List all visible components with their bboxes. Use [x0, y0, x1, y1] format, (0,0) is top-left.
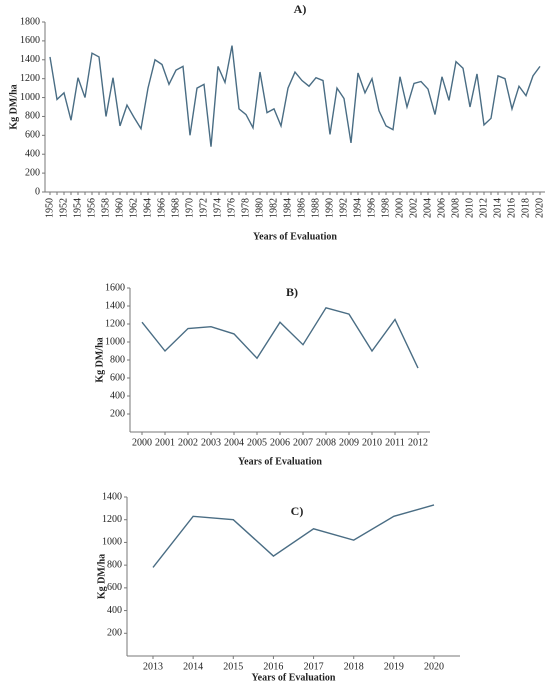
x-tick-label: 1982 — [268, 198, 279, 218]
x-tick-label: 1976 — [226, 198, 237, 218]
x-tick-label: 2018 — [520, 198, 531, 218]
x-tick-label: 2014 — [183, 661, 203, 672]
x-tick-label: 2005 — [247, 437, 267, 448]
x-tick-label: 2000 — [394, 198, 405, 218]
chart-title: C) — [291, 504, 304, 518]
y-tick-label: 1200 — [20, 73, 40, 84]
x-tick-label: 2007 — [293, 437, 313, 448]
x-tick-label: 1986 — [296, 198, 307, 218]
x-tick-label: 1952 — [58, 198, 69, 218]
y-tick-label: 200 — [25, 167, 40, 178]
x-tick-label: 1970 — [184, 198, 195, 218]
x-tick-label: 2004 — [422, 198, 433, 218]
x-tick-label: 1958 — [100, 198, 111, 218]
x-tick-label: 2002 — [408, 198, 419, 218]
y-tick-label: 1200 — [105, 318, 125, 329]
x-tick-label: 1974 — [212, 198, 223, 218]
data-line — [152, 504, 435, 568]
x-tick-label: 2008 — [316, 437, 336, 448]
x-tick-label: 2010 — [362, 437, 382, 448]
y-tick-label: 200 — [110, 408, 125, 419]
x-tick-label: 2002 — [178, 437, 198, 448]
data-line — [141, 306, 419, 369]
x-tick-label: 2006 — [270, 437, 290, 448]
x-tick-label: 2006 — [436, 198, 447, 218]
chart-title: A) — [294, 2, 307, 16]
x-tick-label: 1956 — [86, 198, 97, 218]
x-axis-label: Years of Evaluation — [238, 456, 322, 467]
x-tick-label: 1966 — [156, 198, 167, 218]
x-tick-label: 1954 — [72, 198, 83, 218]
y-tick-label: 800 — [110, 354, 125, 365]
y-tick-label: 1400 — [105, 300, 125, 311]
x-tick-label: 2017 — [304, 661, 324, 672]
x-tick-label: 2016 — [263, 661, 283, 672]
data-line — [49, 45, 541, 147]
chart-title: B) — [286, 285, 298, 299]
x-axis-label: Years of Evaluation — [252, 672, 336, 683]
x-tick-label: 2013 — [143, 661, 163, 672]
y-tick-label: 1200 — [102, 514, 122, 525]
x-tick-label: 1996 — [366, 198, 377, 218]
x-tick-label: 2009 — [339, 437, 359, 448]
x-tick-label: 2016 — [506, 198, 517, 218]
y-tick-label: 800 — [25, 111, 40, 122]
y-tick-label: 600 — [25, 130, 40, 141]
x-axis-label: Years of Evaluation — [253, 231, 337, 242]
x-tick-label: 2010 — [464, 198, 475, 218]
y-tick-label: 400 — [25, 149, 40, 160]
x-tick-label: 2000 — [132, 437, 152, 448]
y-axis-label: Kg DM/ha — [96, 554, 107, 599]
x-tick-label: 2014 — [492, 198, 503, 218]
x-tick-label: 1984 — [282, 198, 293, 218]
x-tick-label: 1994 — [352, 198, 363, 218]
x-tick-label: 2004 — [224, 437, 244, 448]
y-tick-label: 600 — [110, 372, 125, 383]
x-tick-label: 2020 — [424, 661, 444, 672]
x-tick-label: 2008 — [450, 198, 461, 218]
y-tick-label: 1600 — [105, 282, 125, 293]
y-tick-label: 1000 — [105, 336, 125, 347]
x-tick-label: 2001 — [155, 437, 175, 448]
x-tick-label: 2012 — [478, 198, 489, 218]
x-tick-label: 2018 — [344, 661, 364, 672]
y-tick-label: 1400 — [102, 491, 122, 502]
x-tick-label: 2015 — [223, 661, 243, 672]
y-tick-label: 200 — [107, 628, 122, 639]
x-tick-label: 1972 — [198, 198, 209, 218]
y-tick-label: 0 — [35, 186, 40, 197]
y-tick-label: 1000 — [20, 92, 40, 103]
x-tick-label: 2003 — [201, 437, 221, 448]
y-axis-label: Kg DM/ha — [8, 84, 19, 129]
x-tick-label: 1964 — [142, 198, 153, 218]
x-tick-label: 1968 — [170, 198, 181, 218]
x-tick-label: 1990 — [324, 198, 335, 218]
x-tick-label: 1988 — [310, 198, 321, 218]
y-tick-label: 600 — [107, 582, 122, 593]
y-tick-label: 1600 — [20, 35, 40, 46]
x-tick-label: 2012 — [408, 437, 428, 448]
y-tick-label: 400 — [107, 605, 122, 616]
x-tick-label: 1962 — [128, 198, 139, 218]
y-tick-label: 1400 — [20, 54, 40, 65]
x-tick-label: 1992 — [338, 198, 349, 218]
y-tick-label: 400 — [110, 390, 125, 401]
x-tick-label: 2011 — [385, 437, 405, 448]
x-tick-label: 1998 — [380, 198, 391, 218]
x-tick-label: 2019 — [384, 661, 404, 672]
y-tick-label: 1000 — [102, 537, 122, 548]
x-tick-label: 1980 — [254, 198, 265, 218]
x-tick-label: 1978 — [240, 198, 251, 218]
x-tick-label: 1950 — [44, 198, 55, 218]
y-tick-label: 1800 — [20, 16, 40, 27]
y-axis-label: Kg DM/ha — [94, 337, 105, 382]
y-tick-label: 800 — [107, 559, 122, 570]
x-tick-label: 1960 — [114, 198, 125, 218]
x-tick-label: 2020 — [534, 198, 545, 218]
